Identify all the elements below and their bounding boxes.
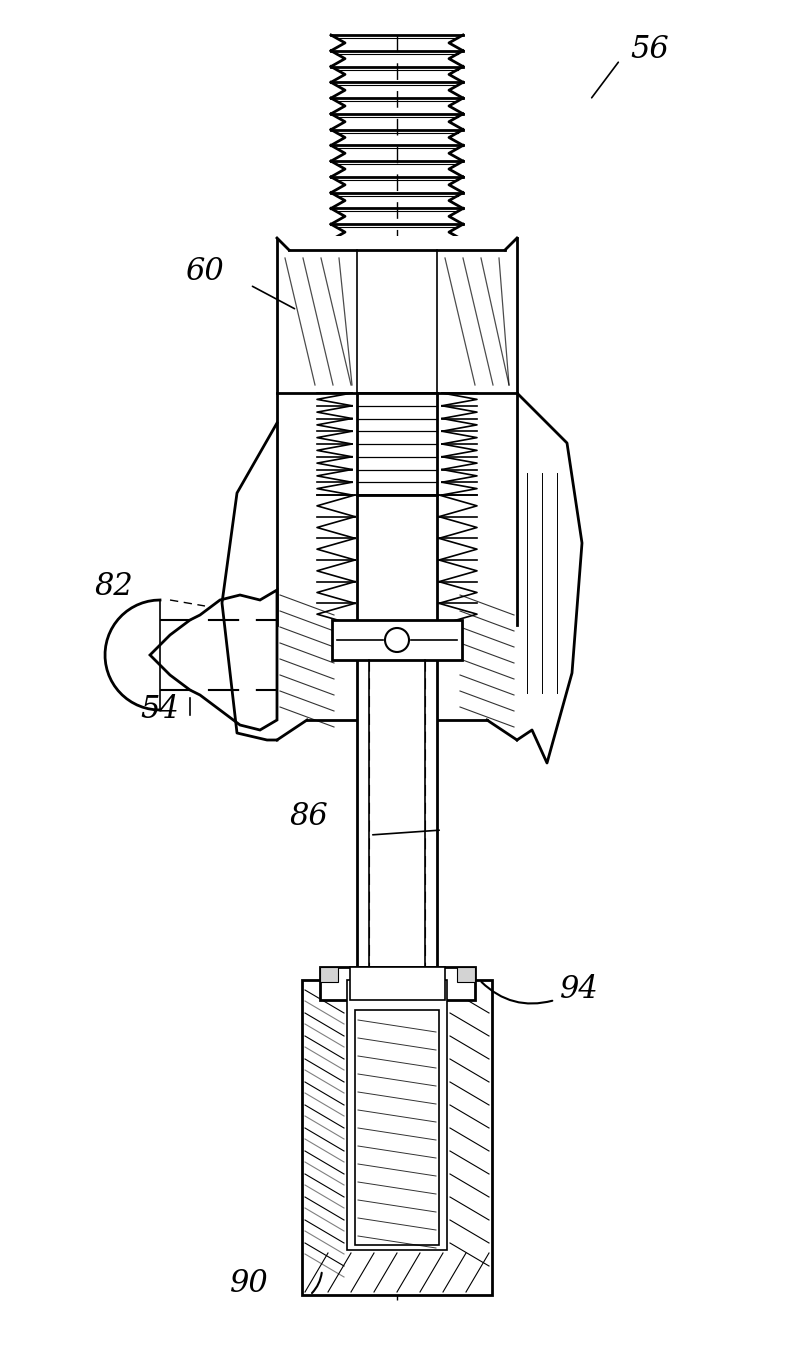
Polygon shape [317, 482, 352, 495]
Polygon shape [317, 538, 355, 560]
Polygon shape [442, 431, 477, 445]
Polygon shape [222, 423, 277, 740]
Polygon shape [317, 457, 352, 469]
Bar [357, 495, 437, 626]
Polygon shape [317, 418, 352, 431]
Bar [320, 967, 474, 1000]
Text: 56: 56 [630, 34, 668, 64]
Polygon shape [331, 82, 463, 97]
Polygon shape [331, 209, 463, 224]
Text: 86: 86 [290, 801, 329, 831]
Polygon shape [331, 36, 463, 51]
Bar [332, 620, 462, 660]
Polygon shape [331, 66, 463, 82]
Bar [357, 654, 437, 985]
Polygon shape [317, 406, 352, 418]
Polygon shape [331, 224, 463, 240]
Polygon shape [442, 392, 477, 406]
Bar [357, 392, 437, 495]
Polygon shape [331, 97, 463, 114]
Polygon shape [331, 114, 463, 129]
Text: 60: 60 [185, 257, 224, 287]
Polygon shape [331, 161, 463, 177]
Polygon shape [442, 469, 477, 482]
Polygon shape [317, 392, 352, 406]
Polygon shape [442, 457, 477, 469]
Polygon shape [317, 469, 352, 482]
Bar [347, 980, 447, 1250]
Polygon shape [442, 445, 477, 457]
Polygon shape [320, 967, 338, 982]
Polygon shape [442, 418, 477, 431]
Text: 82: 82 [95, 571, 134, 602]
Polygon shape [317, 560, 355, 582]
Polygon shape [317, 431, 352, 445]
Circle shape [385, 628, 409, 652]
Text: 90: 90 [230, 1268, 269, 1299]
Polygon shape [331, 51, 463, 66]
Text: 54: 54 [140, 694, 178, 724]
Polygon shape [317, 604, 355, 626]
Polygon shape [317, 495, 355, 517]
Polygon shape [331, 145, 463, 161]
Text: 94: 94 [560, 974, 599, 1006]
Polygon shape [277, 236, 517, 250]
Polygon shape [442, 406, 477, 418]
Polygon shape [317, 445, 352, 457]
Polygon shape [331, 177, 463, 192]
Polygon shape [442, 482, 477, 495]
Bar [350, 967, 445, 1000]
Polygon shape [317, 517, 355, 538]
Polygon shape [317, 582, 355, 604]
Bar [357, 967, 437, 985]
Polygon shape [517, 392, 582, 763]
Polygon shape [457, 967, 474, 982]
Polygon shape [331, 129, 463, 145]
Polygon shape [150, 590, 277, 730]
Polygon shape [331, 192, 463, 209]
Bar [355, 1010, 439, 1244]
Bar [302, 980, 492, 1295]
Bar [277, 237, 517, 392]
